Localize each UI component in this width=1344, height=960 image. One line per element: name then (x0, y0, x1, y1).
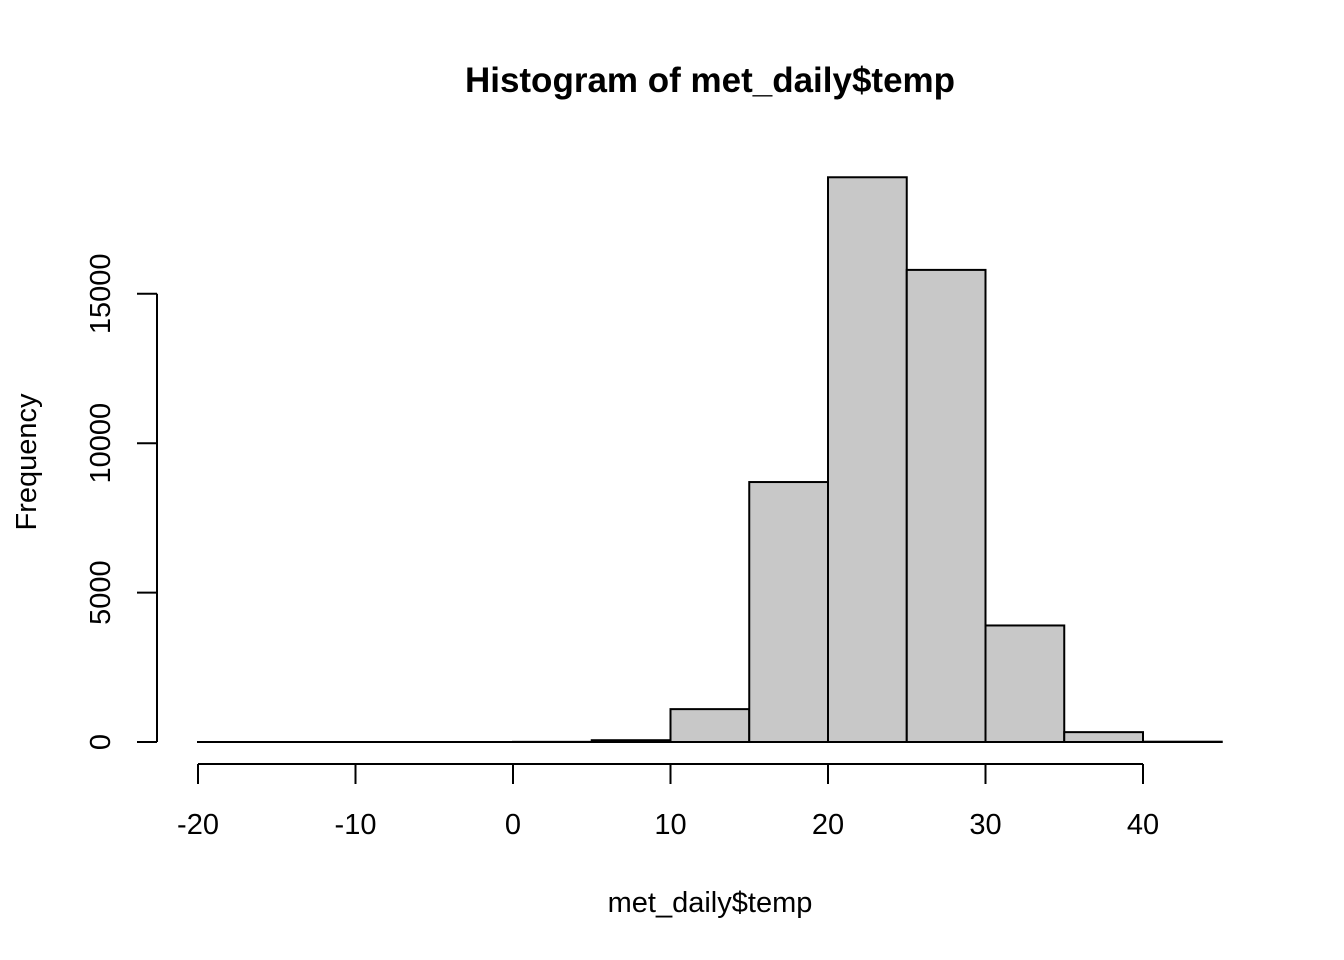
x-tick-label: 0 (505, 809, 521, 841)
y-tick-label: 5000 (85, 560, 117, 625)
y-axis-label: Frequency (11, 393, 43, 531)
x-axis: -20 -10 0 10 20 30 40 (177, 763, 1159, 841)
x-tick-label: 30 (969, 809, 1001, 841)
histogram-bar (1063, 731, 1144, 743)
x-tick-label: -10 (335, 809, 377, 841)
histogram-bar (984, 624, 1066, 744)
x-tick-label: -20 (177, 809, 219, 841)
x-tick-label: 40 (1127, 809, 1159, 841)
histogram-bar (590, 739, 672, 744)
x-axis-label: met_daily$temp (608, 887, 813, 919)
chart-title: Histogram of met_daily$temp (465, 61, 955, 100)
y-tick-label: 0 (85, 734, 117, 750)
y-tick-label: 15000 (85, 253, 117, 334)
histogram-bar (669, 708, 751, 744)
y-tick-label: 10000 (85, 403, 117, 484)
x-tick-label: 20 (812, 809, 844, 841)
histogram-bar (905, 268, 987, 743)
histogram-bar (748, 481, 829, 743)
bars-group (197, 176, 1223, 744)
x-tick-label: 10 (654, 809, 686, 841)
histogram-bar (827, 176, 908, 743)
y-axis: 0 5000 10000 15000 (85, 253, 158, 750)
